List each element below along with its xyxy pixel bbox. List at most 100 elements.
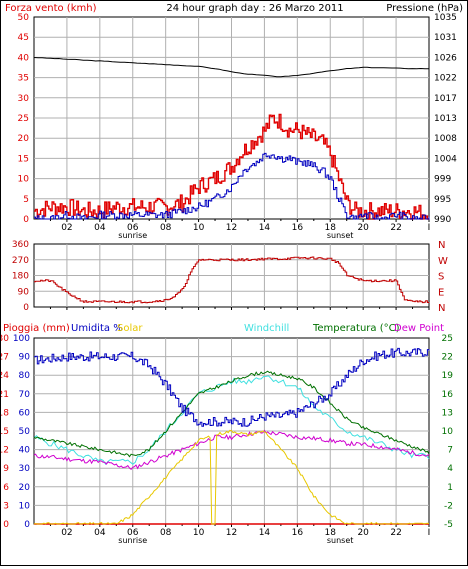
rain-axis-label: Pioggia (mm) <box>3 323 70 334</box>
wind-average-line <box>34 152 430 220</box>
rain-ytick-label: 3 <box>3 501 9 511</box>
wind-pressure-panel: 0510152025303540455099099599910041008101… <box>18 13 458 240</box>
x-tick-label: 18 <box>325 528 337 538</box>
sunset-label: sunset <box>327 536 354 545</box>
sunrise-label: sunrise <box>118 231 147 240</box>
temperature-ytick-label: -2 <box>444 501 453 511</box>
x-tick-label: 06 <box>127 528 139 538</box>
wind-ytick-label: 10 <box>18 175 30 185</box>
rain-ytick-label: 15 <box>1 427 9 437</box>
pressure-axis-label: Pressione (hPa) <box>386 3 463 14</box>
wind-ytick-label: 25 <box>18 114 29 124</box>
temperature-ytick-label: 4 <box>447 464 453 474</box>
rain-ytick-label: 24 <box>1 371 9 381</box>
x-tick-label: 04 <box>94 223 106 233</box>
x-tick-label: 04 <box>94 528 106 538</box>
wind-ytick-label: 35 <box>18 74 29 84</box>
compass-label: E <box>438 287 444 298</box>
x-tick-label: 14 <box>259 223 271 233</box>
compass-label: W <box>438 256 448 267</box>
compass-label: N <box>438 240 445 251</box>
humidity-axis-label: Umidita % <box>71 323 123 334</box>
windchill-line <box>33 375 430 466</box>
temperature-humidity-panel: 0031062093012401550186021702480279030100… <box>0 334 454 545</box>
rain-ytick-label: 12 <box>1 446 9 456</box>
humidity-ytick-label: 20 <box>19 483 31 493</box>
pressure-ytick-label: 1022 <box>434 74 457 84</box>
x-tick-label: 02 <box>61 528 72 538</box>
rain-ytick-label: 9 <box>3 464 9 474</box>
humidity-ytick-label: 80 <box>19 371 31 381</box>
rain-ytick-label: 30 <box>1 334 9 344</box>
rain-ytick-label: 0 <box>3 520 9 530</box>
x-tick-label: 02 <box>61 223 72 233</box>
x-tick-label: 12 <box>226 223 237 233</box>
pressure-ytick-label: 1017 <box>434 94 457 104</box>
pressure-ytick-label: 1004 <box>434 154 457 164</box>
x-tick-label: 22 <box>390 223 401 233</box>
x-tick-label: 20 <box>357 223 369 233</box>
compass-label: N <box>438 303 445 314</box>
temperature-axis-label: Temperatura (°C) <box>312 323 400 334</box>
sunrise-label: sunrise <box>118 536 147 545</box>
x-tick-label: 10 <box>193 528 205 538</box>
direction-ytick-label: 0 <box>23 303 29 313</box>
pressure-ytick-label: 995 <box>434 195 451 205</box>
wind-ytick-label: 20 <box>18 134 30 144</box>
temperature-ytick-label: 13 <box>442 408 453 418</box>
temperature-ytick-label: 22 <box>442 353 453 363</box>
solar-axis-label: Solar <box>117 323 143 334</box>
wind-axis-label: Forza vento (kmh) <box>5 3 97 14</box>
rain-ytick-label: 6 <box>3 483 9 493</box>
dewpoint-axis-label: Dew Point <box>394 323 444 334</box>
pressure-ytick-label: 1008 <box>434 134 457 144</box>
wind-ytick-label: 15 <box>18 154 29 164</box>
wind-ytick-label: 30 <box>18 94 30 104</box>
wind-ytick-label: 0 <box>23 215 29 225</box>
wind-ytick-label: 50 <box>18 13 30 23</box>
rain-ytick-label: 21 <box>1 390 9 400</box>
x-tick-label: 12 <box>226 528 237 538</box>
wind-ytick-label: 45 <box>18 33 29 43</box>
windchill-axis-label: Windchill <box>244 323 289 334</box>
x-tick-label: 22 <box>390 528 401 538</box>
pressure-line <box>33 57 429 78</box>
humidity-ytick-label: 100 <box>13 334 30 344</box>
wind-direction-line <box>34 256 430 304</box>
x-tick-label: 16 <box>292 528 304 538</box>
rain-ytick-label: 27 <box>1 353 9 363</box>
direction-ytick-label: 180 <box>12 272 29 282</box>
temperature-ytick-label: 19 <box>442 371 454 381</box>
dewpoint-line <box>33 429 430 470</box>
temperature-ytick-label: 7 <box>447 446 453 456</box>
direction-ytick-label: 90 <box>18 287 30 297</box>
x-tick-label: I <box>428 223 431 233</box>
compass-label: S <box>438 272 444 283</box>
temperature-ytick-label: 1 <box>447 483 453 493</box>
x-tick-label: I <box>428 528 431 538</box>
humidity-line <box>34 347 430 427</box>
direction-ytick-label: 270 <box>12 256 29 266</box>
solar-line <box>33 429 430 525</box>
temperature-ytick-label: 10 <box>442 427 454 437</box>
humidity-ytick-label: 70 <box>19 390 31 400</box>
temperature-ytick-label: 16 <box>442 390 454 400</box>
humidity-ytick-label: 40 <box>19 446 31 456</box>
x-tick-label: 18 <box>325 223 337 233</box>
pressure-ytick-label: 1013 <box>434 114 457 124</box>
pressure-ytick-label: 1026 <box>434 53 457 63</box>
x-tick-label: 14 <box>259 528 271 538</box>
x-tick-label: 06 <box>127 223 139 233</box>
humidity-ytick-label: 0 <box>24 520 30 530</box>
pressure-ytick-label: 1035 <box>434 13 457 23</box>
temperature-ytick-label: 25 <box>442 334 453 344</box>
temperature-ytick-label: -5 <box>444 520 453 530</box>
humidity-ytick-label: 60 <box>19 408 31 418</box>
temperature-line <box>33 370 430 458</box>
wind-ytick-label: 40 <box>18 53 30 63</box>
humidity-ytick-label: 30 <box>19 464 31 474</box>
humidity-ytick-label: 90 <box>19 353 31 363</box>
